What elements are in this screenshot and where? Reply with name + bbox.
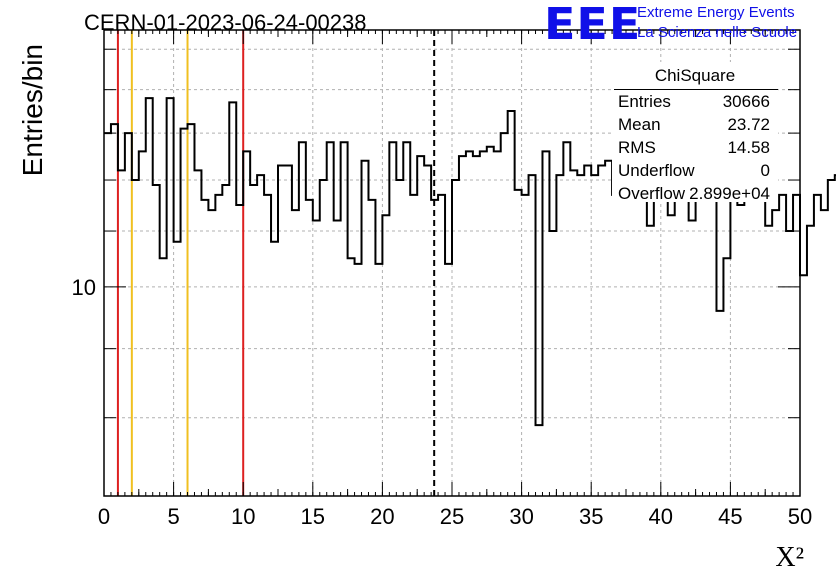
- x-tick-label: 25: [440, 504, 464, 529]
- statistics-box: ChiSquare Entries 30666 Mean 23.72 RMS 1…: [612, 62, 778, 203]
- x-tick-label: 50: [788, 504, 812, 529]
- x-tick-label: 0: [98, 504, 110, 529]
- stat-row-rms: RMS 14.58: [618, 138, 770, 160]
- stat-label: Underflow: [618, 161, 695, 180]
- logo-tagline-1: Extreme Energy Events: [637, 4, 795, 21]
- histogram-series: [104, 97, 836, 427]
- x-tick-labels: 0 5 10 15 20 25 30 35 40 45 50: [98, 504, 812, 529]
- stat-value: 0: [760, 161, 770, 180]
- y-axis-title: Entries/bin: [17, 44, 48, 176]
- x-tick-label: 35: [579, 504, 603, 529]
- stat-row-overflow: Overflow 2.899e+04: [618, 184, 770, 206]
- stat-value: 30666: [722, 92, 770, 111]
- stat-value: 23.72: [727, 115, 770, 134]
- reference-lines: [116, 30, 436, 496]
- stat-label: RMS: [618, 138, 656, 157]
- stat-value: 2.899e+04: [689, 184, 770, 203]
- x-tick-label: 45: [718, 504, 742, 529]
- logo-tagline-2: La Scienza nelle Scuole: [637, 24, 798, 41]
- y-tick-labels: 10: [72, 275, 96, 300]
- x-axis-title: X²: [775, 542, 804, 572]
- x-tick-label: 10: [231, 504, 255, 529]
- eee-logo-mark: EEE: [544, 0, 642, 50]
- run-title: CERN-01-2023-06-24-00238: [84, 10, 367, 35]
- stat-label: Mean: [618, 115, 661, 134]
- eee-logo: EEE Extreme Energy Events La Scienza nel…: [540, 2, 836, 46]
- stat-row-entries: Entries 30666: [618, 92, 770, 114]
- x-tick-label: 30: [509, 504, 533, 529]
- stat-label: Entries: [618, 92, 671, 111]
- axis-ticks: [103, 30, 801, 497]
- x-tick-label: 20: [370, 504, 394, 529]
- stats-title: ChiSquare: [654, 66, 736, 85]
- stat-row-mean: Mean 23.72: [618, 115, 770, 137]
- stat-row-underflow: Underflow 0: [618, 161, 770, 183]
- stats-title-underline: [614, 89, 778, 90]
- x-tick-label: 40: [649, 504, 673, 529]
- x-tick-label: 5: [167, 504, 179, 529]
- stat-value: 14.58: [727, 138, 770, 157]
- x-tick-label: 15: [301, 504, 325, 529]
- y-tick-label: 10: [72, 275, 96, 300]
- stat-label: Overflow: [618, 184, 686, 203]
